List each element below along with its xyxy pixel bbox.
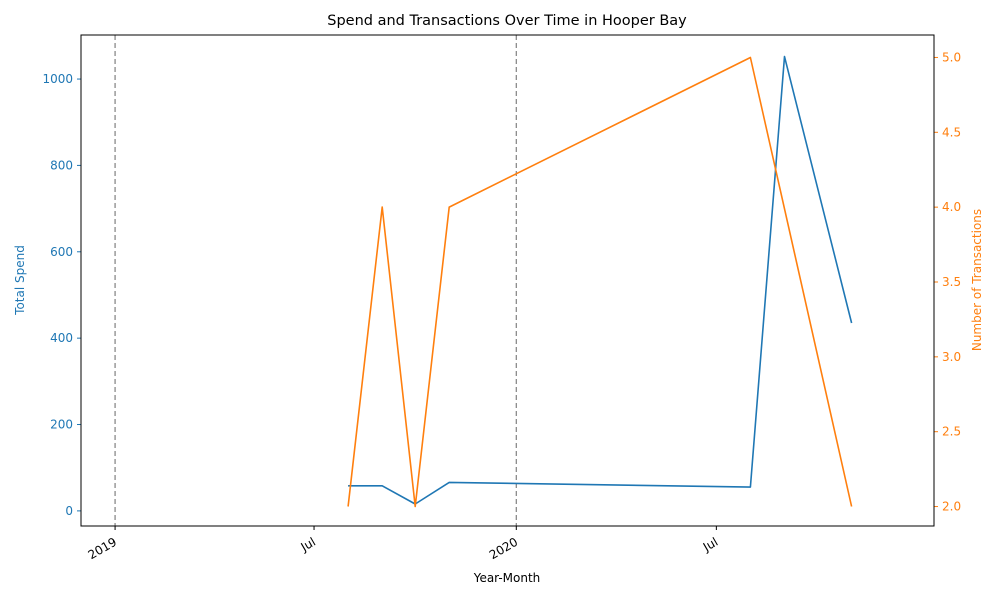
- series-line-transactions: [347, 56, 853, 508]
- right-tick-label-6: 5.0: [942, 50, 961, 64]
- right-tick-label-5: 4.5: [942, 125, 961, 139]
- right-tick-label-1: 2.5: [942, 425, 961, 439]
- plot-frame: [80, 34, 935, 527]
- right-tick-label-0: 2.0: [942, 500, 961, 514]
- right-axis-title: Number of Transactions: [970, 209, 984, 351]
- x-tick-label-3: Jul: [700, 535, 720, 555]
- x-axis-title: Year-Month: [473, 571, 541, 585]
- left-axis-title: Total Spend: [13, 245, 27, 316]
- right-tick-label-2: 3.0: [942, 350, 961, 364]
- x-tick-label-1: Jul: [298, 535, 318, 555]
- left-tick-label-1: 200: [50, 418, 73, 432]
- right-tick-label-4: 4.0: [942, 200, 961, 214]
- chart-title: Spend and Transactions Over Time in Hoop…: [327, 13, 687, 29]
- left-tick-label-2: 400: [50, 331, 73, 345]
- left-tick-label-4: 800: [50, 158, 73, 172]
- left-tick-label-5: 1000: [42, 72, 73, 86]
- left-tick-label-3: 600: [50, 245, 73, 259]
- left-tick-label-0: 0: [65, 504, 73, 518]
- right-tick-label-3: 3.5: [942, 275, 961, 289]
- series-line-spend: [348, 55, 853, 505]
